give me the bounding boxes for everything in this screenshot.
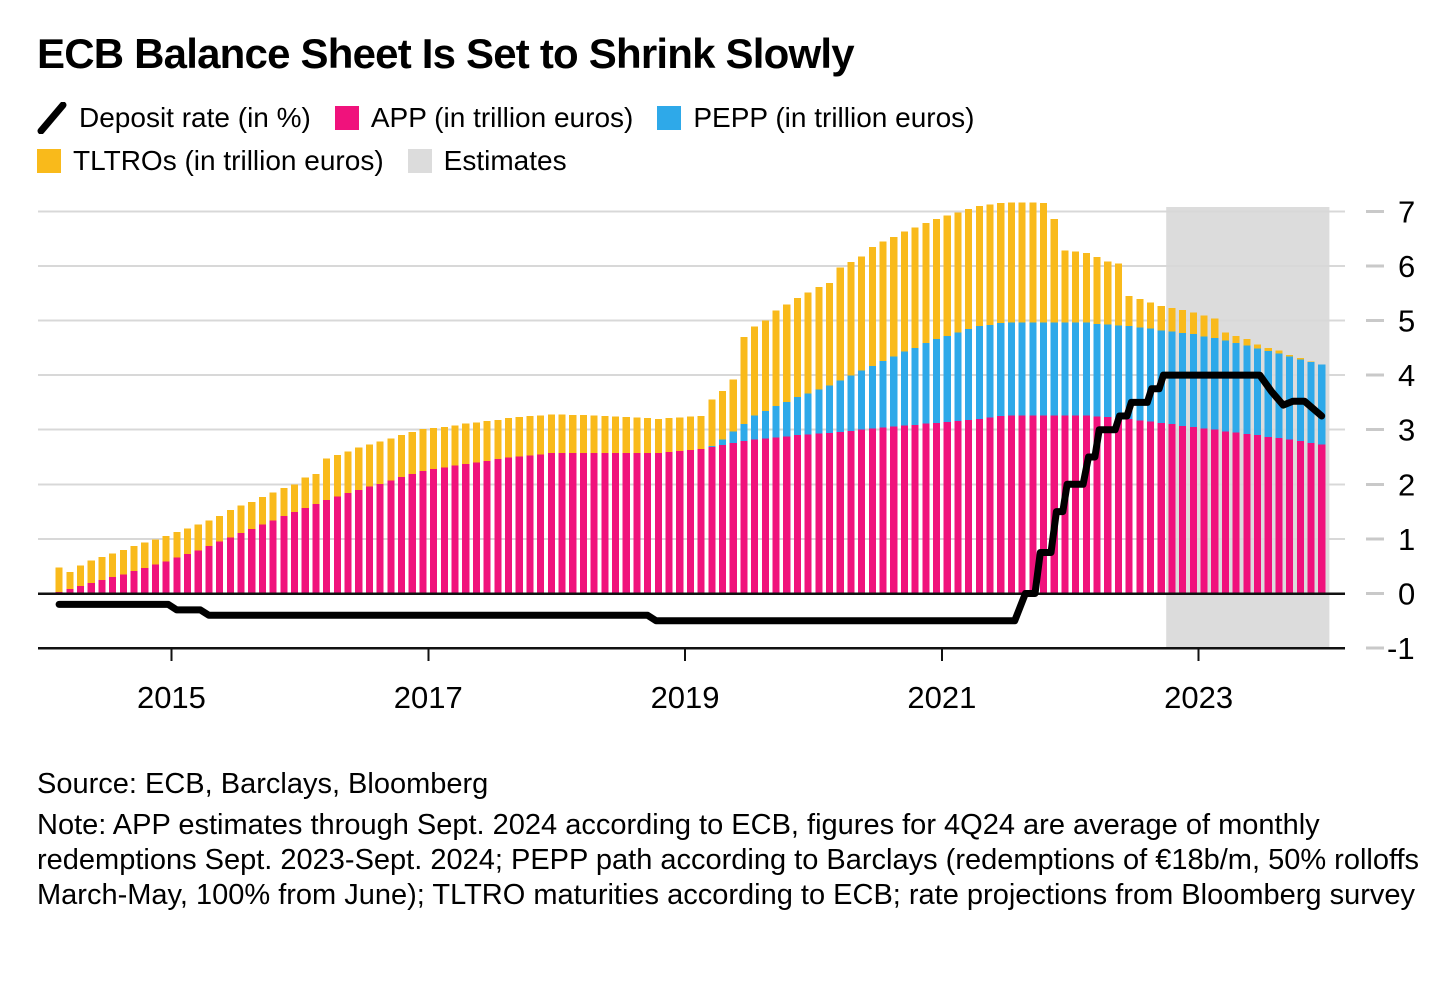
deposit-rate-line	[55, 371, 1326, 625]
stacked-bars	[55, 202, 1326, 594]
pepp-swatch-icon	[657, 106, 682, 130]
legend-label-tltros: TLTROs (in trillion euros)	[73, 145, 384, 176]
legend-item-estimates: Estimates	[407, 145, 567, 176]
legend-label-deposit-rate: Deposit rate (in %)	[79, 102, 311, 133]
source-text: Source: ECB, Barclays, Bloomberg	[37, 768, 489, 800]
legend-item-deposit-rate: Deposit rate (in %)	[37, 101, 311, 135]
legend-item-pepp: PEPP (in trillion euros)	[657, 102, 975, 133]
svg-text:6: 6	[1398, 249, 1415, 284]
legend-row-2: TLTROs (in trillion euros) Estimates	[37, 146, 567, 176]
chart-title: ECB Balance Sheet Is Set to Shrink Slowl…	[37, 30, 855, 77]
chart-footer: Source: ECB, Barclays, Bloomberg Note: A…	[37, 767, 1429, 913]
svg-text:7: 7	[1398, 194, 1415, 229]
svg-text:2021: 2021	[907, 680, 976, 715]
legend-label-pepp: PEPP (in trillion euros)	[693, 102, 975, 133]
deposit-rate-slash-icon	[37, 101, 67, 135]
svg-text:0: 0	[1398, 577, 1415, 612]
legend-item-app: APP (in trillion euros)	[334, 102, 634, 133]
svg-text:2019: 2019	[651, 680, 720, 715]
legend-label-app: APP (in trillion euros)	[370, 102, 634, 133]
svg-text:2017: 2017	[394, 680, 463, 715]
svg-text:2015: 2015	[137, 680, 206, 715]
app-swatch-icon	[334, 106, 359, 130]
svg-text:3: 3	[1398, 413, 1415, 448]
svg-text:4: 4	[1398, 358, 1415, 393]
svg-text:5: 5	[1398, 304, 1415, 339]
legend-row-1: Deposit rate (in %) APP (in trillion eur…	[37, 101, 975, 135]
x-axis-ticks: 2015 2017 2019 2021 2023	[137, 648, 1233, 715]
legend-label-estimates: Estimates	[443, 145, 567, 176]
legend-item-tltros: TLTROs (in trillion euros)	[37, 146, 384, 176]
estimates-swatch-icon	[407, 149, 432, 173]
svg-text:2023: 2023	[1164, 680, 1233, 715]
svg-text:-1: -1	[1387, 631, 1415, 666]
svg-text:1: 1	[1398, 522, 1415, 557]
svg-text:2: 2	[1398, 467, 1415, 502]
tltros-swatch-icon	[37, 149, 61, 173]
y-axis-labels: -1 0 1 2 3 4 5 6 7	[1366, 194, 1415, 666]
note-text: Note: APP estimates through Sept. 2024 a…	[37, 809, 1420, 911]
